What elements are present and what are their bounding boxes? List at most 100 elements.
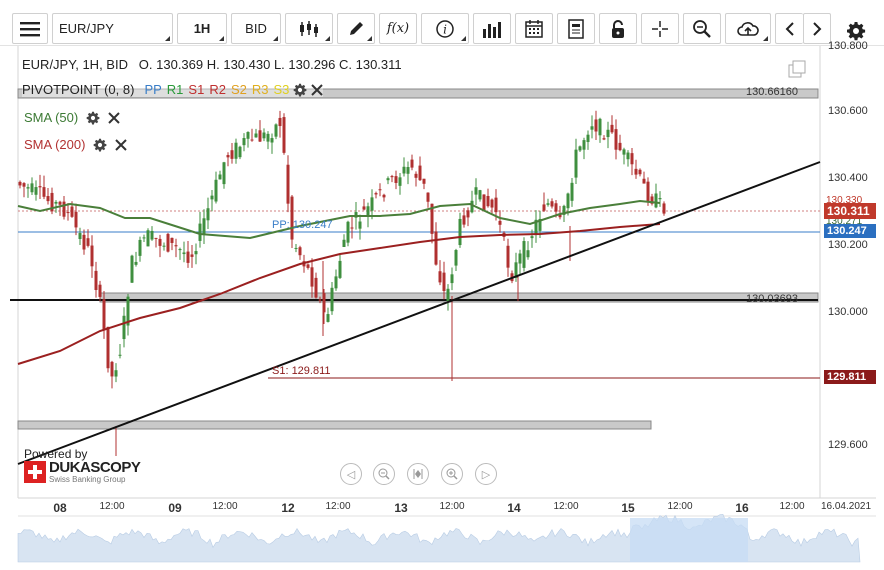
crosshair-icon (652, 20, 668, 37)
candle-body (78, 233, 82, 240)
sma200-legend[interactable]: SMA (200) (24, 137, 128, 152)
current-price-tag: 130.311 (824, 203, 876, 219)
candle-body (174, 245, 178, 247)
nav-next-button[interactable]: ▷ (475, 463, 497, 485)
time-label: 16 (735, 501, 749, 515)
price-side-select[interactable]: BID (231, 13, 281, 44)
candle-body (210, 195, 214, 200)
zoom-out-button[interactable] (373, 463, 395, 485)
candle-body (430, 203, 434, 234)
upload-button[interactable] (725, 13, 771, 44)
scroll-left-button[interactable] (775, 13, 803, 44)
candle-body (290, 196, 294, 240)
candle-body (354, 212, 358, 218)
sma50-legend[interactable]: SMA (50) (24, 110, 120, 125)
candle-body (614, 129, 618, 150)
candle-body (70, 206, 74, 217)
popout-button[interactable] (788, 60, 808, 80)
svg-text:i: i (443, 22, 447, 36)
candle-body (358, 221, 362, 229)
info-button[interactable]: i (421, 13, 469, 44)
candle-body (462, 215, 466, 225)
volume-button[interactable] (473, 13, 511, 44)
template-button[interactable] (557, 13, 595, 44)
candle-body (606, 129, 610, 138)
candle-body (562, 205, 566, 215)
resistance-band[interactable] (17, 88, 819, 99)
candle-body (618, 142, 622, 151)
candle-body (298, 247, 302, 256)
settings-button[interactable] (842, 17, 870, 45)
candle-body (238, 146, 242, 158)
chart-area[interactable]: EUR/JPY, 1H, BID O. 130.369 H. 130.430 L… (0, 40, 884, 570)
candle-body (490, 199, 494, 208)
document-icon (568, 18, 584, 39)
candle-body (474, 187, 478, 195)
candle-body (310, 267, 314, 287)
candle-body (350, 227, 354, 229)
candle-body (146, 230, 150, 247)
sma50-close-icon[interactable] (108, 111, 120, 124)
zoom-button[interactable] (683, 13, 721, 44)
candle-body (470, 200, 474, 213)
calendar-button[interactable] (515, 13, 553, 44)
candle-body (18, 181, 22, 186)
candle-body (182, 252, 186, 255)
candle-body (74, 211, 78, 228)
fx-label: f(x) (386, 21, 410, 36)
candle-body (610, 124, 614, 133)
cloud-upload-icon (737, 21, 759, 36)
sma50-gear-icon[interactable] (86, 111, 100, 125)
menu-button[interactable] (12, 13, 48, 44)
time-label: 09 (168, 501, 182, 515)
candle-body (66, 212, 70, 214)
candle-body (478, 190, 482, 200)
candle-body (218, 174, 222, 180)
pivot-close-icon[interactable] (311, 83, 324, 96)
pivot-gear-icon[interactable] (293, 83, 307, 97)
candle-body (578, 146, 582, 151)
reset-view-button[interactable] (407, 463, 429, 485)
candle-body (110, 361, 114, 377)
candle-body (38, 186, 42, 188)
swiss-cross-icon (24, 461, 46, 483)
candle-body (630, 153, 634, 165)
candle-body (46, 196, 50, 202)
hidden-price-1: 130.330 (826, 195, 863, 206)
time-label: 12:00 (667, 501, 693, 512)
lock-button[interactable] (599, 13, 637, 44)
scroll-right-button[interactable] (803, 13, 831, 44)
chart-type-button[interactable] (285, 13, 333, 44)
candle-body (558, 214, 562, 218)
sma200-gear-icon[interactable] (93, 138, 107, 152)
price-side-label: BID (245, 21, 267, 36)
pivot-legend[interactable]: PIVOTPOINT (0, 8) PP R1 S1 R2 S2 R3 S3 (22, 82, 324, 97)
draw-tool-button[interactable] (337, 13, 375, 44)
candle-body (662, 203, 666, 214)
candle-body (270, 138, 274, 143)
popout-icon (788, 60, 806, 78)
hidden-price-2: 130.271 (826, 216, 863, 227)
candle-body (442, 272, 446, 291)
sma200-close-icon[interactable] (115, 138, 128, 151)
candle-body (506, 245, 510, 268)
trend-line[interactable] (17, 161, 821, 465)
candle-body (454, 250, 458, 266)
timeframe-select[interactable]: 1H (177, 13, 227, 44)
candle-body (514, 262, 518, 278)
crosshair-button[interactable] (641, 13, 679, 44)
zoom-in-button[interactable] (441, 463, 463, 485)
brand-sub: Swiss Banking Group (49, 475, 126, 484)
candle-body (262, 132, 266, 139)
candle-body (446, 288, 450, 302)
indicators-button[interactable]: f(x) (379, 13, 417, 44)
candle-body (126, 296, 130, 326)
timeframe-label: 1H (193, 21, 211, 36)
nav-prev-button[interactable]: ◁ (340, 463, 362, 485)
price-chart[interactable] (0, 46, 884, 570)
low-band[interactable] (17, 420, 652, 430)
time-label: 15 (621, 501, 635, 515)
symbol-select[interactable]: EUR/JPY (52, 13, 173, 44)
level-label-mid: 130.03693 (746, 293, 798, 305)
candle-body (274, 124, 278, 137)
